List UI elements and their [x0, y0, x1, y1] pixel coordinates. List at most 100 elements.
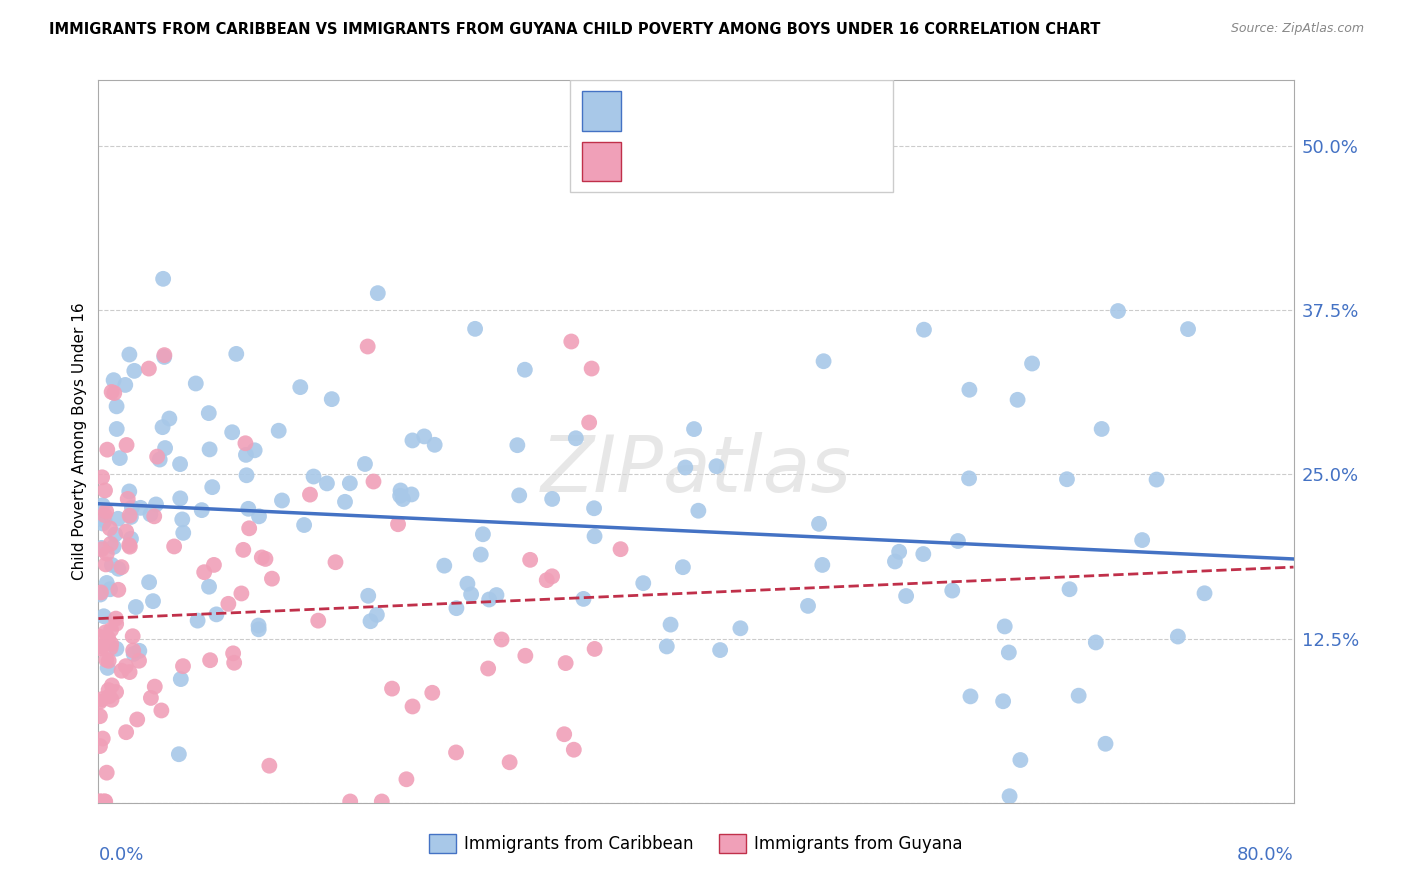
Point: [172, 659, 194, 673]
Point: [115, 524, 138, 539]
Point: [541, 491, 564, 506]
Point: [797, 599, 820, 613]
Point: [381, 681, 404, 696]
Point: [118, 538, 141, 552]
Point: [107, 562, 129, 576]
Point: [367, 286, 389, 301]
Point: [169, 491, 191, 506]
Point: [339, 476, 361, 491]
Point: [325, 555, 347, 569]
Point: [114, 378, 136, 392]
Point: [118, 665, 141, 679]
Point: [1010, 753, 1032, 767]
Point: [307, 614, 329, 628]
Point: [357, 589, 380, 603]
Point: [401, 699, 423, 714]
FancyBboxPatch shape: [582, 142, 620, 181]
Point: [153, 441, 176, 455]
Text: 108: 108: [800, 153, 838, 171]
Point: [267, 424, 290, 438]
Point: [392, 491, 415, 506]
Point: [433, 558, 456, 573]
Point: [110, 664, 132, 678]
Point: [957, 383, 980, 397]
Point: [120, 510, 142, 524]
Point: [104, 611, 127, 625]
Point: [446, 601, 468, 615]
Point: [89, 795, 111, 809]
Point: [198, 653, 221, 667]
Point: [198, 442, 221, 457]
Point: [121, 500, 143, 515]
Point: [460, 587, 482, 601]
Point: [89, 695, 111, 709]
Point: [96, 504, 118, 518]
Point: [97, 654, 120, 668]
Point: [290, 380, 312, 394]
Point: [321, 392, 343, 406]
Point: [89, 641, 111, 656]
Point: [170, 672, 193, 686]
Point: [139, 508, 162, 522]
Point: [152, 420, 174, 434]
Point: [90, 585, 112, 599]
Point: [485, 588, 508, 602]
Point: [142, 594, 165, 608]
Point: [224, 656, 246, 670]
Point: [197, 406, 219, 420]
Point: [250, 550, 273, 565]
Point: [470, 548, 492, 562]
Point: [1107, 304, 1129, 318]
Point: [339, 795, 361, 809]
Point: [673, 460, 696, 475]
Point: [89, 709, 111, 723]
Point: [491, 632, 513, 647]
Point: [357, 339, 380, 353]
Point: [259, 758, 281, 772]
Point: [389, 483, 412, 498]
Point: [105, 422, 128, 436]
Point: [125, 599, 148, 614]
Point: [371, 795, 394, 809]
Point: [169, 457, 191, 471]
Point: [89, 588, 111, 602]
Point: [360, 614, 382, 628]
Point: [811, 558, 834, 572]
Point: [247, 509, 270, 524]
Point: [153, 350, 176, 364]
Point: [105, 400, 128, 414]
Point: [90, 542, 112, 557]
Point: [149, 452, 172, 467]
Point: [1067, 689, 1090, 703]
Point: [93, 609, 115, 624]
Point: [114, 659, 136, 673]
FancyBboxPatch shape: [582, 91, 620, 131]
Point: [583, 529, 606, 543]
Point: [232, 542, 254, 557]
Point: [190, 503, 212, 517]
Point: [994, 619, 1017, 633]
Legend: Immigrants from Caribbean, Immigrants from Guyana: Immigrants from Caribbean, Immigrants fr…: [423, 827, 969, 860]
Point: [998, 645, 1021, 659]
Point: [201, 480, 224, 494]
Point: [222, 646, 245, 660]
Point: [366, 607, 388, 622]
Point: [121, 629, 143, 643]
Point: [97, 632, 120, 646]
Point: [101, 678, 124, 692]
Point: [706, 459, 728, 474]
Point: [730, 621, 752, 635]
Point: [395, 772, 418, 787]
Point: [912, 547, 935, 561]
Point: [127, 713, 149, 727]
Point: [238, 521, 260, 535]
Point: [387, 517, 409, 532]
Text: -0.113: -0.113: [678, 103, 742, 120]
Text: Source: ZipAtlas.com: Source: ZipAtlas.com: [1230, 22, 1364, 36]
Point: [96, 576, 118, 591]
Point: [122, 647, 145, 661]
Point: [91, 516, 114, 531]
Text: 0.008: 0.008: [678, 153, 735, 171]
Point: [225, 347, 247, 361]
Point: [302, 469, 325, 483]
